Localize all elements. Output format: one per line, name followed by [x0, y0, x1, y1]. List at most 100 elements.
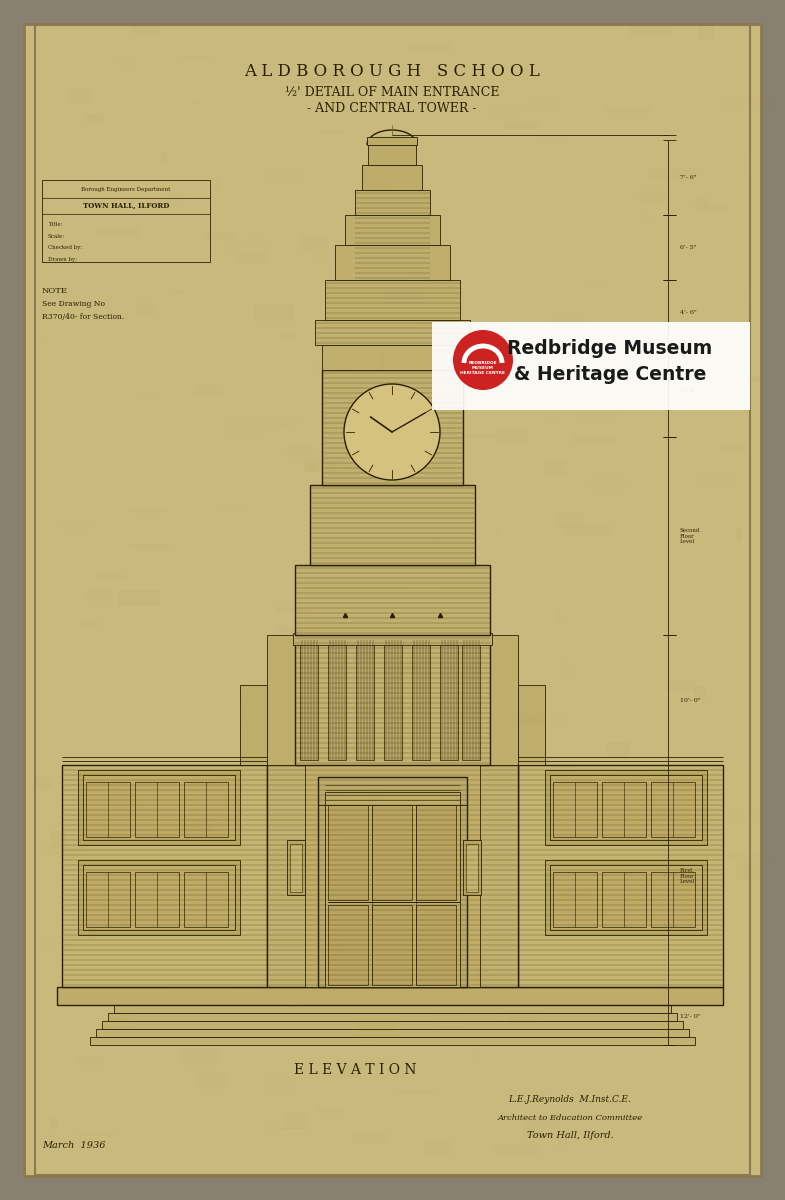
Bar: [41, 844, 52, 846]
Bar: [308, 830, 343, 838]
Text: Architect to Education Committee: Architect to Education Committee: [498, 1114, 643, 1122]
Bar: [36, 941, 73, 950]
Bar: [695, 65, 722, 71]
Bar: [205, 232, 235, 240]
Bar: [238, 253, 268, 264]
Text: - AND CENTRAL TOWER -: - AND CENTRAL TOWER -: [307, 102, 476, 114]
Bar: [384, 640, 402, 760]
Bar: [638, 88, 668, 94]
Bar: [207, 842, 237, 850]
Bar: [727, 376, 760, 382]
Bar: [607, 742, 629, 757]
Bar: [408, 271, 452, 276]
Bar: [581, 646, 625, 662]
Bar: [407, 646, 446, 658]
Bar: [180, 1049, 220, 1066]
Bar: [62, 766, 267, 986]
Bar: [265, 415, 284, 427]
Bar: [462, 640, 480, 760]
Bar: [623, 1054, 653, 1060]
Bar: [195, 1150, 244, 1160]
Bar: [424, 1138, 454, 1154]
Bar: [694, 686, 706, 700]
Bar: [77, 1057, 104, 1066]
Bar: [279, 419, 299, 428]
Bar: [471, 122, 512, 128]
Bar: [426, 745, 463, 757]
Bar: [216, 504, 245, 512]
Bar: [96, 1028, 689, 1037]
Bar: [698, 473, 737, 486]
Bar: [487, 103, 523, 115]
Bar: [165, 1064, 213, 1068]
Bar: [114, 1006, 671, 1013]
Bar: [328, 890, 337, 896]
Text: Drawn by:: Drawn by:: [48, 258, 77, 263]
Bar: [561, 665, 569, 679]
Bar: [118, 590, 160, 606]
Bar: [305, 757, 480, 986]
Bar: [138, 905, 177, 922]
Bar: [329, 542, 347, 560]
Bar: [193, 347, 233, 361]
Bar: [674, 616, 696, 625]
Bar: [147, 212, 168, 224]
Bar: [275, 607, 311, 612]
Bar: [558, 672, 578, 684]
Bar: [95, 226, 139, 236]
Bar: [319, 68, 353, 83]
Bar: [107, 943, 143, 953]
Bar: [86, 872, 130, 926]
Bar: [644, 364, 659, 371]
Bar: [362, 256, 372, 262]
Bar: [576, 413, 622, 416]
Bar: [415, 702, 426, 716]
Bar: [551, 1140, 592, 1147]
Bar: [57, 346, 87, 361]
Bar: [95, 229, 105, 236]
Bar: [49, 1116, 57, 1129]
Bar: [547, 510, 574, 520]
Bar: [175, 208, 197, 218]
Bar: [35, 776, 52, 790]
Bar: [135, 782, 179, 838]
Bar: [542, 346, 579, 352]
Circle shape: [344, 384, 440, 480]
Bar: [481, 925, 523, 926]
Bar: [464, 433, 497, 438]
Bar: [639, 191, 669, 206]
Text: A L D B O R O U G H   S C H O O L: A L D B O R O U G H S C H O O L: [244, 64, 540, 80]
Text: 10'- 0": 10'- 0": [680, 697, 701, 702]
Bar: [472, 1142, 510, 1150]
Text: 4'- 6": 4'- 6": [680, 310, 697, 314]
Bar: [538, 758, 575, 775]
Text: NOTE: NOTE: [42, 287, 68, 295]
Bar: [254, 304, 295, 320]
Bar: [339, 618, 351, 634]
Bar: [57, 986, 723, 1006]
Bar: [563, 524, 610, 536]
Bar: [96, 572, 125, 580]
Bar: [194, 385, 223, 395]
Bar: [644, 212, 651, 224]
Bar: [550, 317, 584, 332]
Bar: [647, 176, 659, 182]
Bar: [298, 1066, 326, 1080]
Bar: [304, 458, 337, 472]
Bar: [382, 491, 412, 500]
Bar: [558, 888, 599, 901]
Bar: [441, 356, 482, 362]
Bar: [47, 845, 88, 854]
Bar: [261, 1127, 306, 1129]
Bar: [267, 635, 307, 766]
Bar: [328, 805, 368, 900]
Bar: [559, 1140, 567, 1151]
Bar: [114, 278, 139, 290]
Bar: [108, 1013, 677, 1021]
Bar: [295, 635, 490, 766]
Bar: [597, 338, 604, 344]
Bar: [78, 860, 240, 935]
Bar: [345, 215, 440, 245]
Bar: [267, 169, 299, 182]
Bar: [112, 796, 142, 811]
